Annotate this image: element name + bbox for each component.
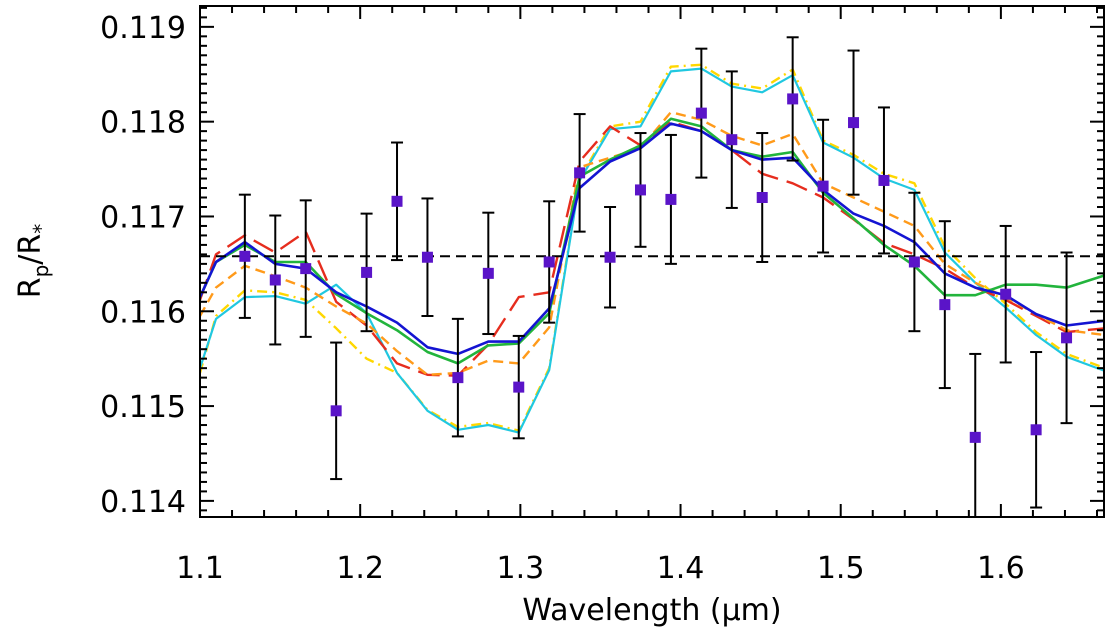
x-tick-label: 1.3 [496,551,544,586]
data-marker [239,250,251,262]
data-point [877,106,890,255]
data-point [391,141,404,262]
data-point [299,199,312,338]
x-tick-label: 1.6 [977,551,1025,586]
x-axis-label: Wavelength (μm) [522,593,781,628]
y-axis-label: Rp/R* [13,224,53,299]
data-marker [452,372,464,384]
model-line-1 [200,63,1105,432]
data-point [817,118,830,254]
data-point [756,132,769,263]
model-line-3 [200,120,1105,377]
data-point [512,334,525,440]
data-marker [969,431,981,443]
data-marker [269,274,281,286]
data-point [725,70,738,209]
data-marker [543,256,555,268]
data-point [664,133,677,265]
data-point [634,132,647,248]
data-marker [878,174,890,186]
data-point [969,352,982,517]
data-point [1030,351,1043,509]
data-marker [300,263,312,275]
data-point [360,212,373,333]
data-marker [726,134,738,146]
data-point [938,220,951,390]
data-point [847,49,860,196]
data-marker [665,193,677,205]
y-tick-label: 0.117 [100,200,186,235]
data-marker [1000,288,1012,300]
x-tick-label: 1.2 [336,551,384,586]
data-marker [604,251,616,263]
data-point [269,214,282,346]
observations [238,36,1073,517]
data-marker [421,251,433,263]
x-tick-label: 1.5 [817,551,865,586]
y-tick-label: 0.118 [100,106,186,141]
data-marker [1030,424,1042,436]
data-point [482,211,495,336]
data-marker [482,267,494,279]
data-marker [513,381,525,393]
x-tick-label: 1.1 [176,551,224,586]
x-tick-label: 1.4 [657,551,705,586]
data-point [238,193,251,319]
data-marker [848,117,860,129]
data-marker [574,167,586,179]
data-point [1060,251,1073,425]
data-marker [817,180,829,192]
data-marker [908,256,920,268]
y-tick-label: 0.115 [100,390,186,425]
model-line-6 [200,122,1105,356]
data-point [543,200,556,324]
data-point [573,113,586,233]
data-marker [361,266,373,278]
data-marker [756,192,768,204]
data-marker [695,107,707,119]
data-point [999,224,1012,364]
axes-frame [199,5,1105,518]
data-marker [634,184,646,196]
data-point [786,36,799,162]
y-tick-label: 0.116 [100,295,186,330]
data-point [604,205,617,309]
x-axis-ticks: 1.1 1.2 1.3 1.4 1.5 1.6 [176,6,1098,586]
data-point [908,191,921,333]
data-point [451,317,464,438]
data-marker [330,405,342,417]
data-marker [939,299,951,311]
data-marker [1061,332,1073,344]
data-point [330,341,343,481]
model-line-4 [200,110,1105,376]
data-marker [391,195,403,207]
y-tick-label: 0.119 [100,11,186,46]
data-point [695,47,708,179]
y-axis-ticks: 0.114 0.115 0.116 0.117 0.118 0.119 [100,6,1104,520]
data-point [421,197,434,318]
y-tick-label: 0.114 [100,485,186,520]
plot-frame [199,5,1105,518]
data-marker [787,93,799,105]
